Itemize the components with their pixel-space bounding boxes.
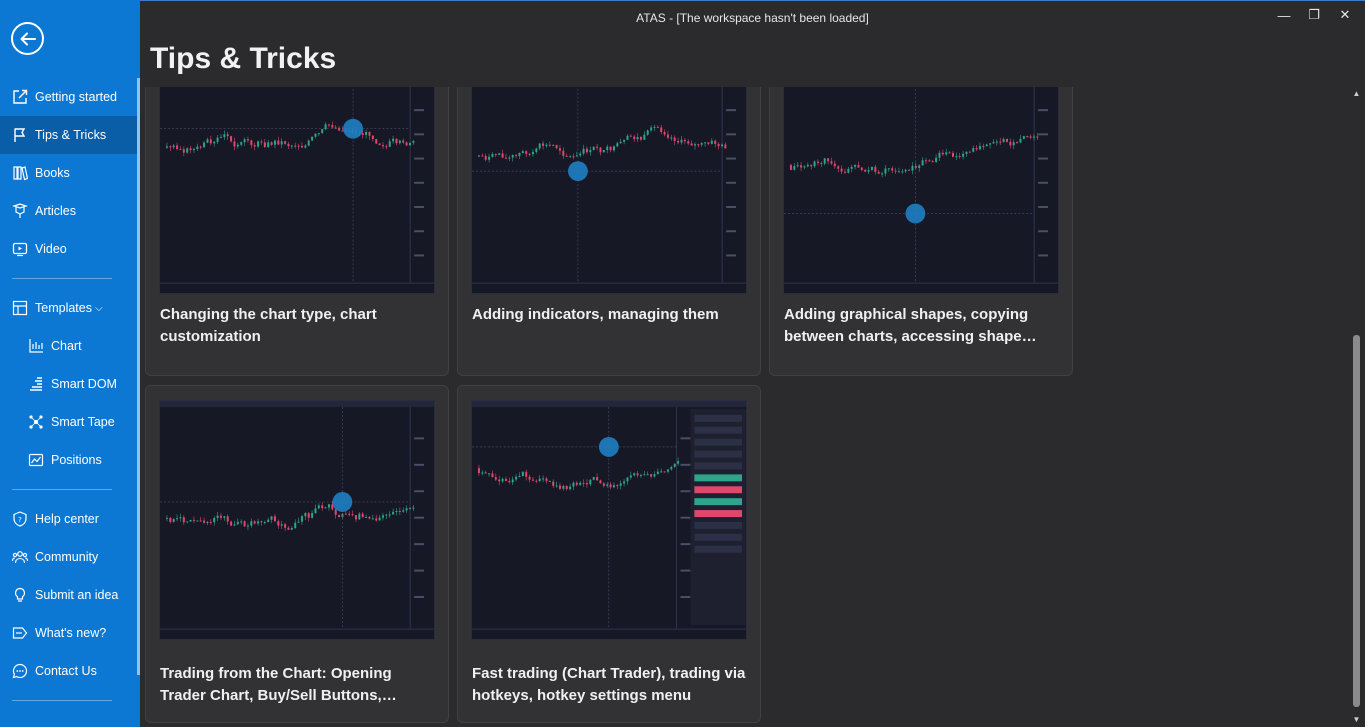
articles-icon xyxy=(12,203,28,219)
sidebar-item-help-center[interactable]: ? Help center xyxy=(0,500,137,538)
back-button[interactable] xyxy=(11,22,44,55)
sidebar-scrollbar[interactable] xyxy=(137,78,140,675)
sidebar-item-contact-us[interactable]: Contact Us xyxy=(0,652,137,690)
thumbnail-chart xyxy=(784,87,1058,293)
sidebar-item-label: Contact Us xyxy=(35,664,97,678)
megaphone-icon xyxy=(12,625,28,641)
positions-icon xyxy=(28,452,44,468)
tip-thumbnail xyxy=(471,87,747,294)
minimize-button[interactable]: — xyxy=(1277,7,1291,23)
tip-thumbnail xyxy=(471,400,747,640)
tip-card[interactable]: Adding graphical shapes, copying between… xyxy=(769,87,1073,376)
sidebar-item-community[interactable]: Community xyxy=(0,538,137,576)
sidebar-item-label: Positions xyxy=(51,453,102,467)
tip-card[interactable]: Fast trading (Chart Trader), trading via… xyxy=(457,385,761,723)
sidebar-item-articles[interactable]: Articles xyxy=(0,192,137,230)
chart-icon xyxy=(28,338,44,354)
close-button[interactable]: ✕ xyxy=(1339,7,1351,22)
sidebar-item-label: Chart xyxy=(51,339,82,353)
svg-text:?: ? xyxy=(18,516,22,524)
scroll-up-icon[interactable]: ▲ xyxy=(1352,89,1361,98)
sidebar-item-label: Templates xyxy=(35,301,92,315)
books-icon xyxy=(12,165,28,181)
tip-title: Changing the chart type, chart customiza… xyxy=(160,306,377,345)
flag-icon xyxy=(12,127,28,143)
sidebar-item-positions[interactable]: Positions xyxy=(0,441,137,479)
tip-thumbnail xyxy=(159,87,435,294)
sidebar-item-label: Smart DOM xyxy=(51,377,117,391)
sidebar-divider xyxy=(12,489,112,490)
sidebar-item-label: What's new? xyxy=(35,626,107,640)
title-bar: ATAS - [The workspace hasn't been loaded… xyxy=(140,0,1365,34)
thumbnail-chart xyxy=(472,87,746,293)
tip-card[interactable]: Trading from the Chart: Opening Trader C… xyxy=(145,385,449,723)
sidebar-item-smart-dom[interactable]: Smart DOM xyxy=(0,365,137,403)
community-icon xyxy=(12,549,28,565)
restore-button[interactable]: ❐ xyxy=(1308,7,1320,22)
smart-dom-icon xyxy=(28,376,44,392)
thumbnail-chart xyxy=(472,401,746,639)
tip-card[interactable]: Changing the chart type, chart customiza… xyxy=(145,87,449,376)
smart-tape-icon xyxy=(28,414,44,430)
page-title: Tips & Tricks xyxy=(150,42,337,75)
templates-icon xyxy=(12,300,28,316)
sidebar-item-submit-idea[interactable]: Submit an idea xyxy=(0,576,137,614)
window-title: ATAS - [The workspace hasn't been loaded… xyxy=(636,11,869,25)
sidebar-item-tips-tricks[interactable]: Tips & Tricks xyxy=(0,116,137,154)
chevron-down-icon: ⌵ xyxy=(94,302,103,314)
content-scrollbar[interactable]: ▲ ▼ xyxy=(1351,87,1361,727)
sidebar-item-label: Books xyxy=(35,166,70,180)
sidebar-divider xyxy=(12,278,112,279)
sidebar-item-books[interactable]: Books xyxy=(0,154,137,192)
video-icon xyxy=(12,241,28,257)
tips-grid: Changing the chart type, chart customiza… xyxy=(143,87,1348,727)
sidebar-item-label: Submit an idea xyxy=(35,588,119,602)
thumbnail-chart xyxy=(160,87,434,293)
tip-title: Trading from the Chart: Opening Trader C… xyxy=(160,665,392,704)
thumbnail-chart xyxy=(160,401,434,639)
tip-card[interactable]: Adding indicators, managing them xyxy=(457,87,761,376)
tip-title: Fast trading (Chart Trader), trading via… xyxy=(472,665,746,704)
sidebar-item-label: Smart Tape xyxy=(51,415,115,429)
tip-thumbnail xyxy=(159,400,435,640)
sidebar-divider xyxy=(12,700,112,701)
arrow-left-icon xyxy=(20,32,36,45)
sidebar-item-video[interactable]: Video xyxy=(0,230,137,268)
sidebar-item-whats-new[interactable]: What's new? xyxy=(0,614,137,652)
scroll-down-icon[interactable]: ▼ xyxy=(1352,715,1361,724)
external-link-icon xyxy=(12,89,28,105)
sidebar-item-templates[interactable]: Templates ⌵ xyxy=(0,289,137,327)
sidebar-item-label: Getting started xyxy=(35,90,117,104)
sidebar-item-label: Community xyxy=(35,550,99,564)
sidebar-item-label: Articles xyxy=(35,204,76,218)
chat-icon xyxy=(12,663,28,679)
lightbulb-icon xyxy=(12,587,28,603)
tip-title: Adding indicators, managing them xyxy=(472,306,719,323)
sidebar: Getting started Tips & Tricks Books Arti… xyxy=(0,0,140,727)
sidebar-item-label: Tips & Tricks xyxy=(35,128,107,142)
shield-icon: ? xyxy=(12,511,28,527)
sidebar-item-chart[interactable]: Chart xyxy=(0,327,137,365)
sidebar-item-smart-tape[interactable]: Smart Tape xyxy=(0,403,137,441)
sidebar-item-label: Help center xyxy=(35,512,99,526)
scroll-thumb[interactable] xyxy=(1353,335,1360,707)
sidebar-item-label: Video xyxy=(35,242,67,256)
sidebar-item-getting-started[interactable]: Getting started xyxy=(0,78,137,116)
tip-thumbnail xyxy=(783,87,1059,294)
tip-title: Adding graphical shapes, copying between… xyxy=(784,306,1029,345)
